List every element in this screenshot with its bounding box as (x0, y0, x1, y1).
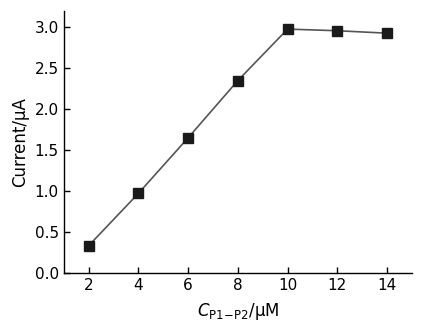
Y-axis label: Current/μA: Current/μA (11, 97, 29, 187)
X-axis label: $\it{C}_{\rm{P1\!-\!P2}}$/μM: $\it{C}_{\rm{P1\!-\!P2}}$/μM (197, 301, 279, 322)
